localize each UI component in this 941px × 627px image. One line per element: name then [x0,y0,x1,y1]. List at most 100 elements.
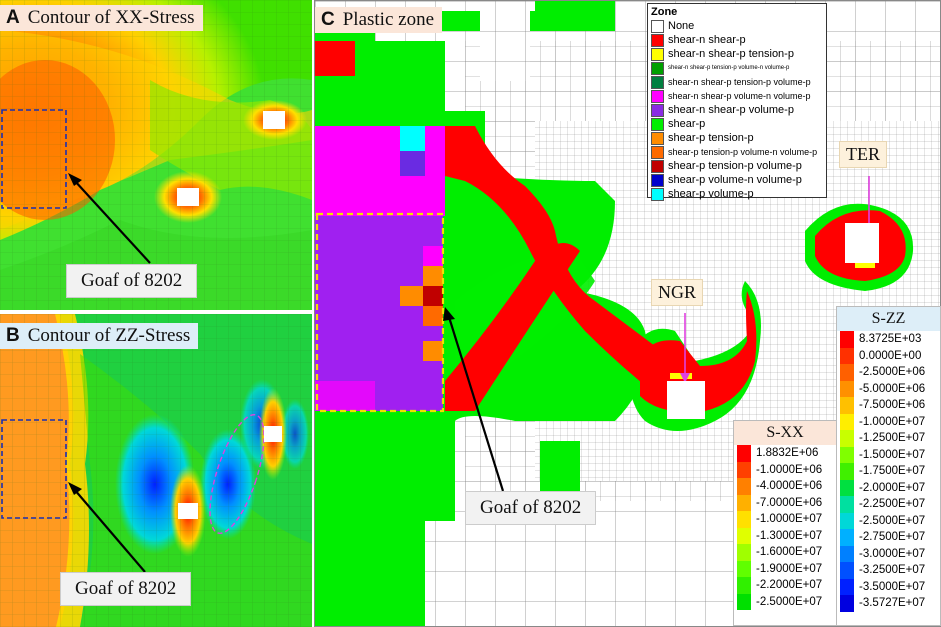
sxx-scale-title: S-XX [734,421,836,445]
scale-entry: -3.2500E+07 [837,562,940,579]
scale-swatch [737,560,751,577]
zone-legend-item: shear-n shear-p tension-p [648,47,826,61]
scale-swatch [737,511,751,528]
scale-label: -2.5000E+06 [859,366,926,379]
roadway-hole-lower-b [178,503,198,519]
zone-swatch [651,61,664,75]
scale-entry: -1.0000E+07 [734,511,836,528]
panel-b-callout: Goaf of 8202 [60,572,192,606]
scale-label: -3.5000E+07 [859,580,926,593]
ngr-roadway [667,381,705,419]
scale-swatch [737,461,751,478]
zone-label: shear-n shear-p [668,34,746,46]
scale-label: 1.8832E+06 [756,447,819,460]
scale-entry: -1.2500E+07 [837,430,940,447]
roadway-hole-upper [263,111,285,129]
panel-c-callout: Goaf of 8202 [465,491,597,525]
scale-swatch [737,478,751,495]
ngr-label: NGR [651,279,704,306]
scale-swatch [840,463,854,480]
zone-swatch [651,159,664,173]
scale-label: -1.3000E+07 [756,529,823,542]
plastic-zone-map [315,1,940,626]
scale-swatch [840,545,854,562]
zone-legend-item: shear-n shear-p volume-p [648,103,826,117]
scale-swatch [840,529,854,546]
scale-swatch [840,496,854,513]
panel-c-title-text: Plastic zone [342,9,435,30]
scale-entry: -1.7500E+07 [837,463,940,480]
zone-swatch [651,173,664,187]
zone-swatch [651,145,664,159]
scale-label: -3.2500E+07 [859,564,926,577]
zone-swatch [651,75,664,89]
zone-label: shear-n shear-p tension-p volume-p [668,77,811,87]
scale-swatch [737,527,751,544]
zone-swatch [651,89,664,103]
scale-entry: -2.5000E+07 [837,512,940,529]
zone-legend-item: shear-p tension-p volume-n volume-p [648,145,826,159]
scale-swatch [840,512,854,529]
scale-entry: -3.5727E+07 [837,595,940,612]
scale-entry: -1.0000E+06 [734,461,836,478]
zone-legend-item: shear-p tension-p volume-p [648,159,826,173]
panel-a-letter: A [6,7,20,28]
panel-b-letter: B [6,325,20,346]
scale-label: -1.2500E+07 [859,432,926,445]
zone-legend-item: None [648,19,826,33]
scale-entry: -2.0000E+07 [837,479,940,496]
szz-scale-title: S-ZZ [837,307,940,331]
scale-entry: -2.2500E+07 [837,496,940,513]
scale-label: -1.0000E+07 [859,415,926,428]
zone-legend-item: shear-n shear-p [648,33,826,47]
zone-legend-item: shear-n shear-p tension-p volume-n volum… [648,61,826,75]
panel-b-title-text: Contour of ZZ-Stress [27,325,191,346]
scale-label: -1.7500E+07 [859,465,926,478]
zone-swatch [651,33,664,47]
zone-label: shear-p tension-p [668,132,754,144]
scale-swatch [737,494,751,511]
zone-label: shear-p tension-p volume-n volume-p [668,147,818,157]
scale-label: -2.5000E+07 [859,514,926,527]
scale-entry: -7.0000E+06 [734,494,836,511]
scale-swatch [840,446,854,463]
zone-legend: Zone None shear-n shear-p shear-n shear-p … [647,3,827,201]
panel-c-title: C Plastic zone [315,7,443,33]
panel-b-zz-stress: B Contour of ZZ-Stress Goaf of 8202 [0,314,312,627]
zone-legend-item: shear-p volume-p [648,187,826,201]
zone-label: shear-p tension-p volume-p [668,160,802,172]
zone-label: shear-p [668,118,706,130]
scale-label: -2.7500E+07 [859,531,926,544]
scale-swatch [840,347,854,364]
scale-entry: -2.5000E+06 [837,364,940,381]
scale-swatch [737,544,751,561]
zone-swatch [651,47,664,61]
scale-label: -2.0000E+07 [859,481,926,494]
scale-entry: -1.3000E+07 [734,527,836,544]
zone-legend-title: Zone [651,6,678,18]
scale-entry: -2.5000E+07 [734,593,836,610]
scale-swatch [737,593,751,610]
scale-swatch [840,331,854,348]
zone-label: None [668,20,695,32]
scale-label: -1.6000E+07 [756,546,823,559]
scale-label: -1.0000E+07 [756,513,823,526]
scale-label: -5.0000E+06 [859,382,926,395]
scale-swatch [840,595,854,612]
zone-legend-item: shear-p tension-p [648,131,826,145]
scale-entry: -3.0000E+07 [837,545,940,562]
ter-label: TER [839,141,887,168]
scale-swatch [840,364,854,381]
zone-swatch [651,103,664,117]
scale-swatch [840,430,854,447]
scale-entry: 1.8832E+06 [734,445,836,462]
zone-swatch [651,19,664,33]
roadway-hole-upper-b [264,426,282,442]
scale-entry: -2.7500E+07 [837,529,940,546]
scale-entry: -1.5000E+07 [837,446,940,463]
zone-legend-item: shear-p volume-n volume-p [648,173,826,187]
scale-label: -3.5727E+07 [859,597,926,610]
zone-label: shear-p volume-n volume-p [668,174,802,186]
scale-label: -2.2500E+07 [859,498,926,511]
